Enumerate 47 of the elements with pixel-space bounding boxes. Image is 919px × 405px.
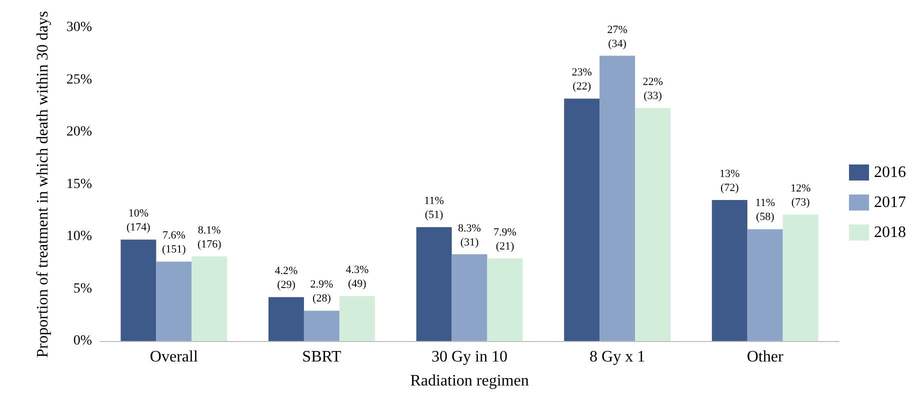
y-tick-label: 0% (73, 334, 92, 348)
data-label: 7.6% (151) (162, 230, 186, 256)
legend-label: 2016 (874, 164, 906, 181)
x-axis-title: Radiation regimen (410, 372, 529, 390)
x-tick-label: Other (746, 348, 784, 366)
data-label: 7.9% (21) (494, 226, 516, 252)
bar (782, 214, 818, 341)
y-tick-label: 30% (66, 20, 92, 36)
bar (416, 227, 452, 341)
x-tick-label: Overall (150, 348, 198, 366)
data-label: 4.3% (49) (346, 264, 369, 290)
bar (600, 56, 636, 341)
x-tick-label: SBRT (302, 348, 342, 366)
bar (120, 240, 156, 341)
bar (712, 200, 748, 341)
y-tick-label: 25% (66, 72, 92, 88)
x-tick-label: 8 Gy x 1 (590, 348, 646, 366)
bar (452, 254, 488, 341)
x-tick-label: 30 Gy in 10 (432, 348, 508, 366)
data-label: 23% (22) (572, 66, 592, 93)
bar (564, 98, 600, 341)
data-label: 10% (174) (126, 208, 151, 234)
legend-label: 2017 (874, 194, 906, 211)
data-label: 12% (73) (790, 182, 811, 209)
y-tick-label: 15% (66, 176, 92, 192)
data-label: 11% (58) (755, 197, 775, 224)
data-label: 2.9% (28) (310, 278, 334, 305)
y-axis-title: Proportion of treatment in which death within 30 days (34, 10, 52, 358)
bar (304, 310, 340, 341)
y-tick-label: 5% (73, 281, 92, 296)
data-label: 8.1% (176) (197, 224, 222, 250)
bar (268, 297, 304, 341)
data-label: 11% (51) (424, 195, 444, 222)
y-tick-label: 10% (66, 229, 92, 244)
legend-label: 2018 (874, 224, 906, 241)
data-label: 22% (33) (642, 76, 663, 102)
bar (192, 256, 228, 341)
data-label: 13% (72) (720, 168, 740, 194)
data-label: 27% (34) (607, 24, 628, 50)
bar (635, 108, 671, 341)
bar (487, 258, 523, 341)
y-tick-label: 20% (66, 124, 92, 140)
data-label: 8.3% (31) (458, 222, 481, 248)
bar (747, 229, 783, 341)
bar (339, 296, 375, 341)
bar (156, 262, 192, 341)
data-label: 4.2% (29) (274, 265, 298, 292)
